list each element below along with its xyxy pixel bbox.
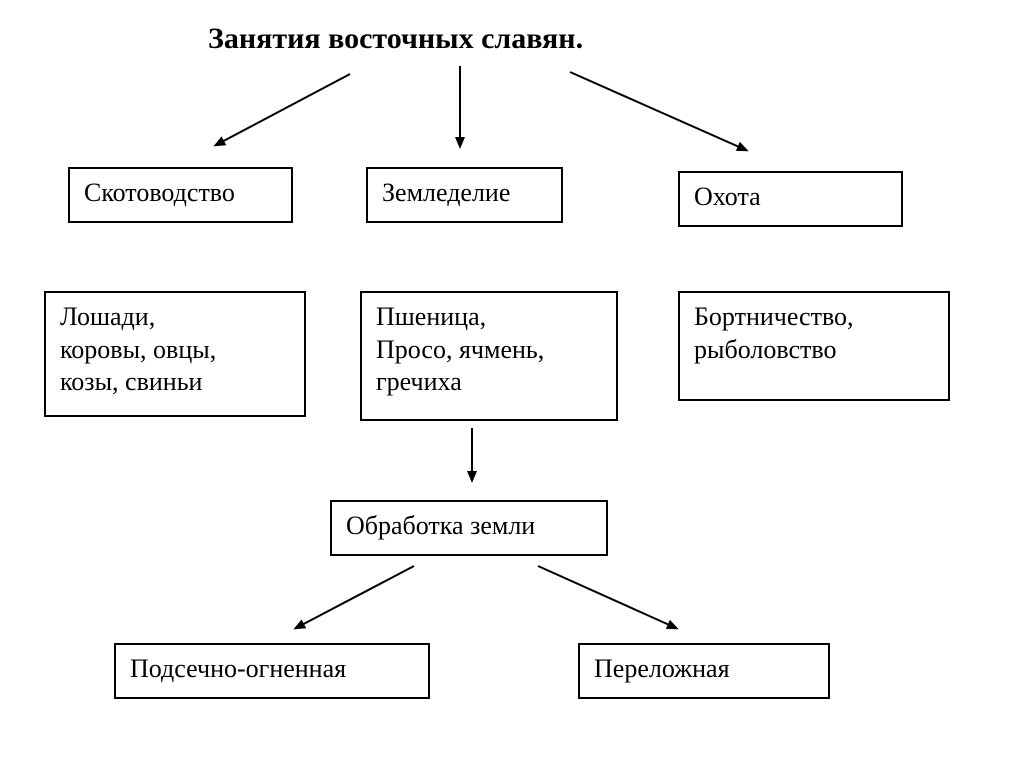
diagram-title: Занятия восточных славян. <box>208 22 583 56</box>
perelozhnaya: Переложная <box>578 643 830 699</box>
branch-skotovodstvo: Скотоводство <box>68 167 293 223</box>
branch-okhota: Охота <box>678 171 903 227</box>
detail-zemledelie: Пшеница,Просо, ячмень,гречиха <box>360 291 618 421</box>
obrabotka-zemli: Обработка земли <box>330 500 608 556</box>
podsechno-ognennaya: Подсечно-огненная <box>114 643 430 699</box>
branch-zemledelie: Земледелие <box>366 167 563 223</box>
detail-okhota: Бортничество,рыболовство <box>678 291 950 401</box>
detail-skotovodstvo: Лошади,коровы, овцы,козы, свиньи <box>44 291 306 417</box>
